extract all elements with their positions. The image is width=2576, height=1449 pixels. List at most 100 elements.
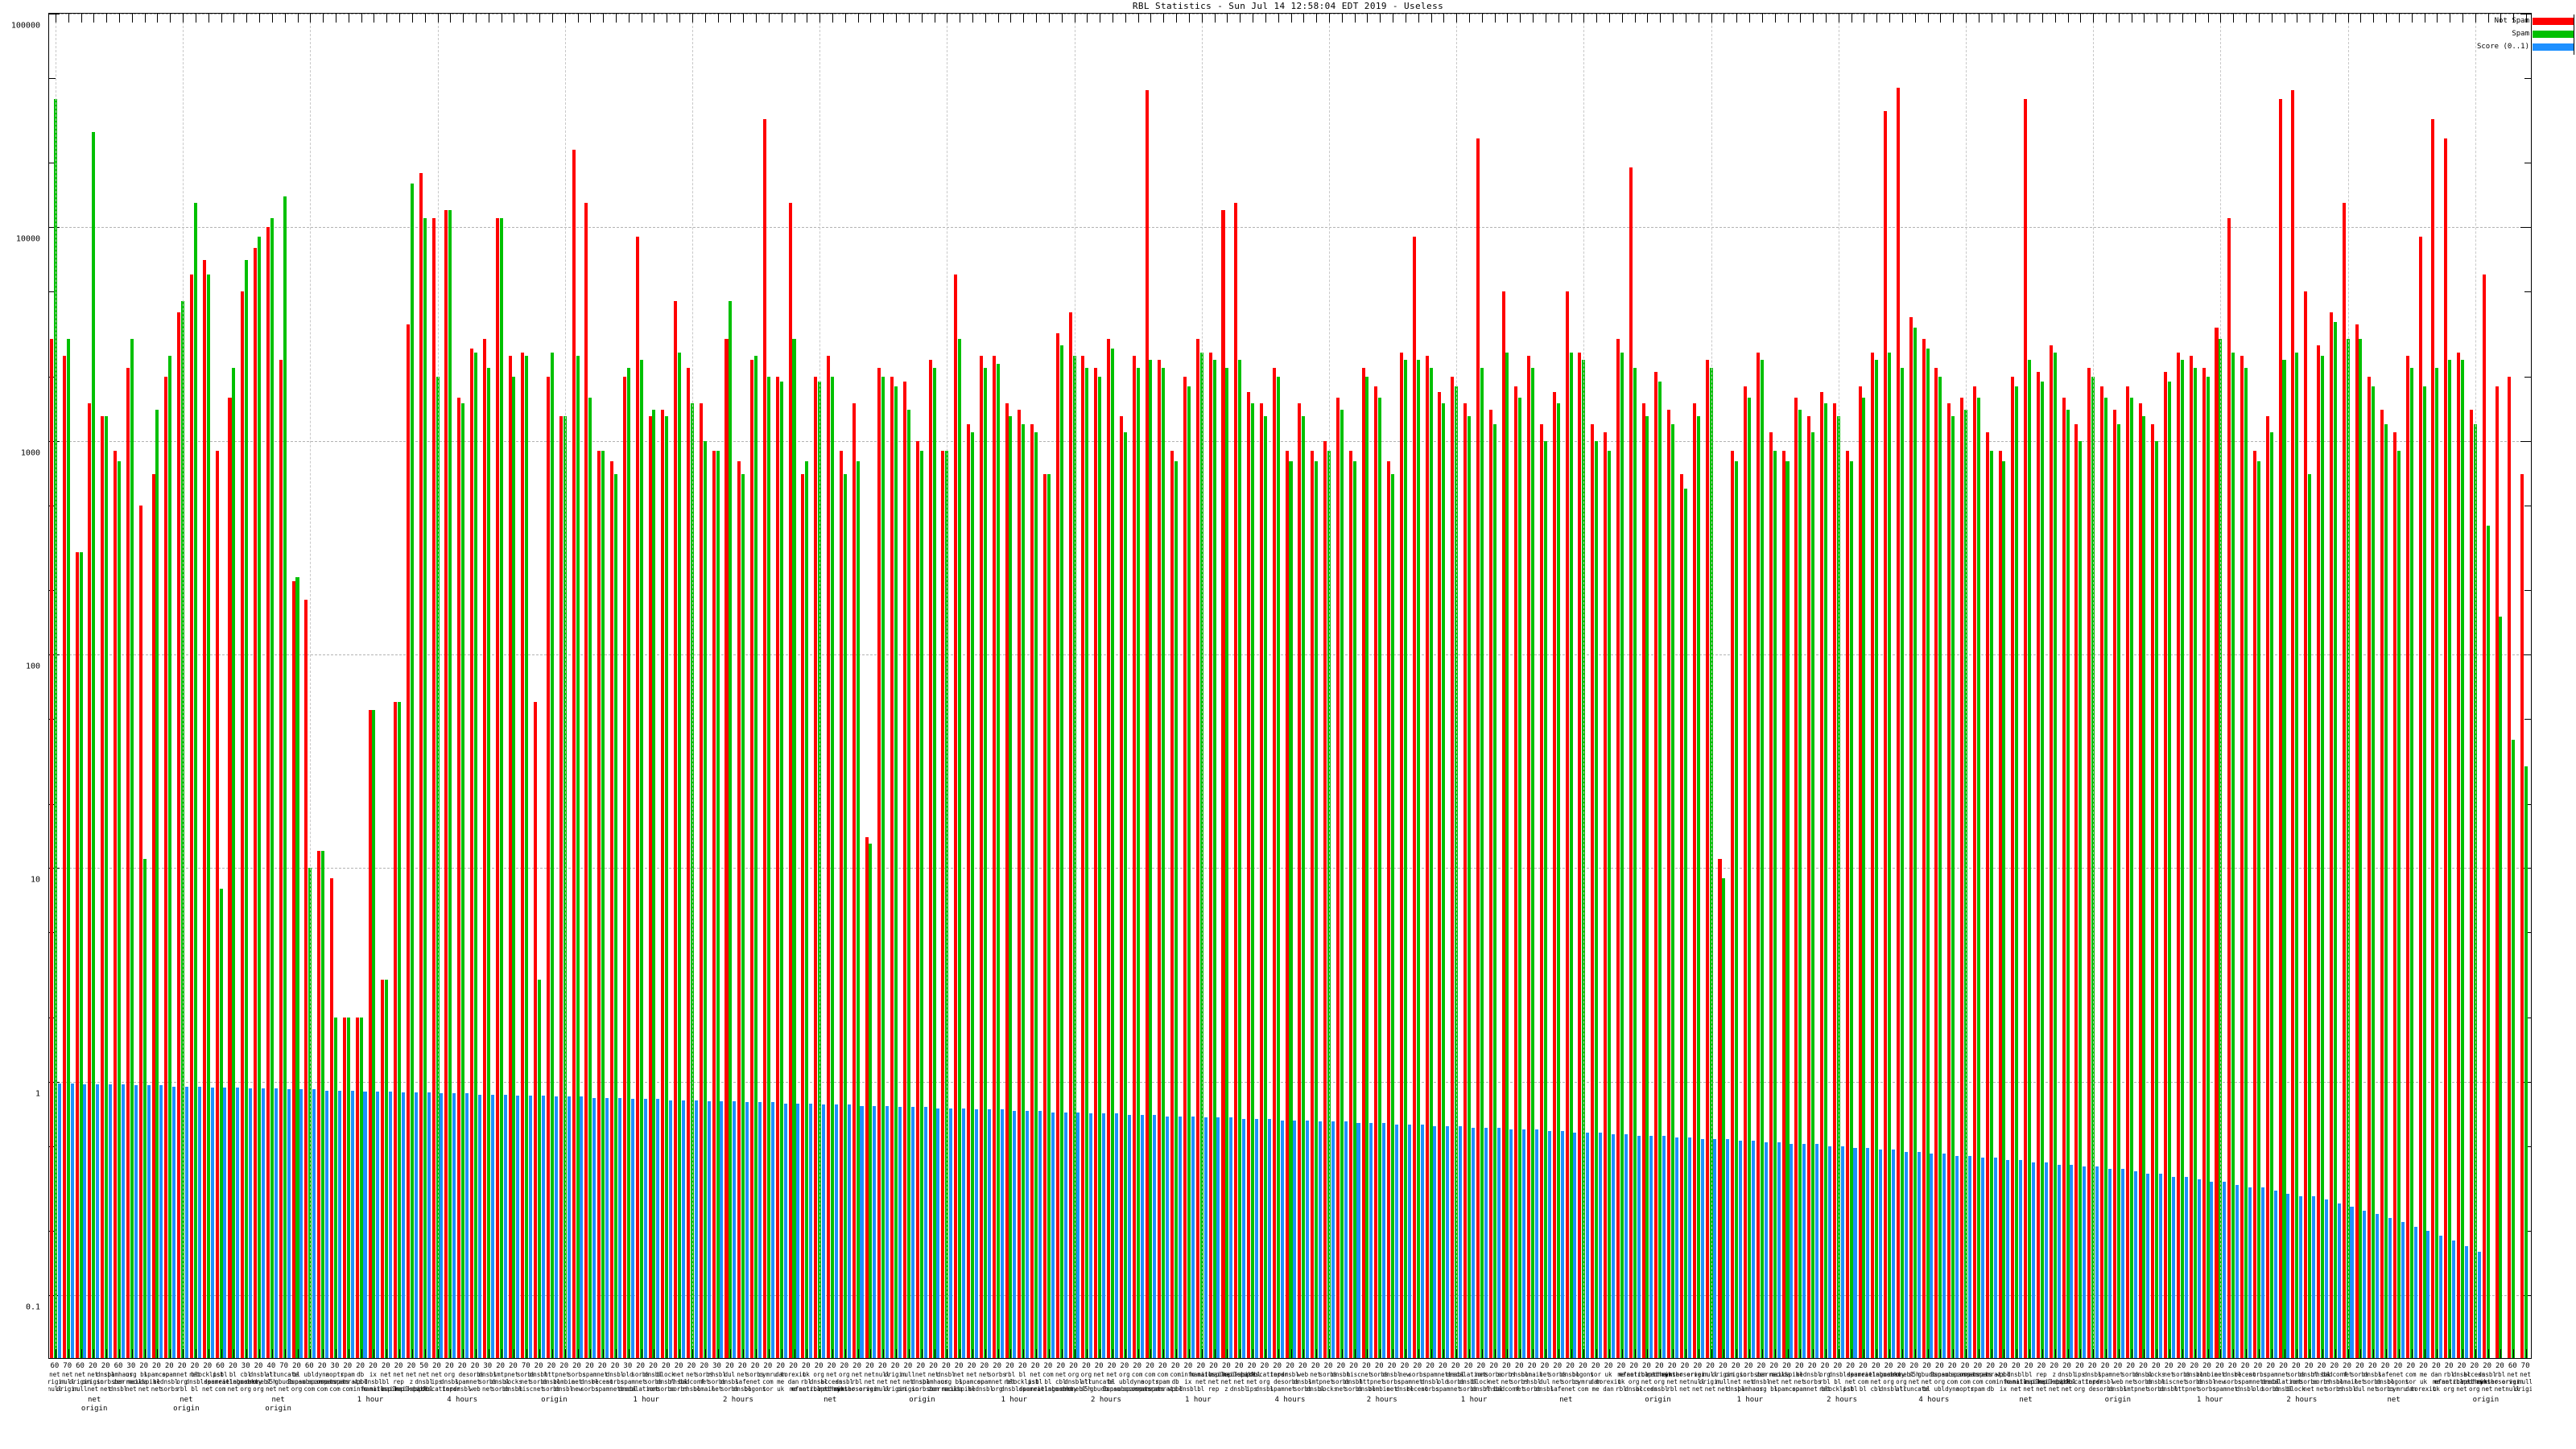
x-axis-host-label: net (864, 1371, 876, 1378)
x-axis-tick (2462, 14, 2463, 23)
x-axis-host-label: abuseat (1876, 1371, 1901, 1378)
x-axis-tick (450, 14, 452, 23)
x-axis-count-label: 30 (241, 1362, 250, 1370)
bar-score-0-1 (452, 1093, 456, 1358)
x-axis-tick (170, 1349, 171, 1358)
bar-not-spam (2202, 367, 2206, 1358)
x-axis-host-label: torexit (1596, 1378, 1621, 1385)
x-axis-host-label: net (507, 1371, 519, 1378)
x-axis-host-label: me (2432, 1378, 2440, 1385)
bar-spam (1926, 349, 1930, 1358)
x-axis-host-label: spamhaus (919, 1378, 948, 1385)
bar-score-0-1 (1000, 1109, 1004, 1358)
x-axis-host-label: sorbs (1294, 1385, 1312, 1393)
x-axis-tick (246, 1349, 248, 1358)
x-axis-host-label: net (482, 1385, 493, 1393)
x-axis-host-label: sorbs (708, 1378, 726, 1385)
x-axis-tick (208, 1349, 209, 1358)
x-axis-count-label: 20 (1170, 1362, 1180, 1370)
bar-spam (1595, 440, 1599, 1358)
x-axis-count-label: 20 (1005, 1362, 1014, 1370)
x-axis-host-label: net (227, 1385, 239, 1393)
x-axis-tick (2233, 1349, 2235, 1358)
bar-score-0-1 (2133, 1171, 2137, 1358)
bar-not-spam (2342, 203, 2346, 1358)
x-axis-host-label: uk (2420, 1378, 2428, 1385)
x-axis-host-label: spam (1155, 1378, 1170, 1385)
x-axis-host-label: 0spam (1930, 1371, 1949, 1378)
x-axis-tick (271, 1349, 273, 1358)
bar-spam (1225, 367, 1229, 1358)
bar-not-spam (75, 552, 79, 1358)
x-axis-tick (2487, 1349, 2489, 1358)
x-axis-host-label: net (2023, 1385, 2034, 1393)
bar-spam (601, 450, 605, 1358)
x-axis-tick (603, 14, 605, 23)
x-axis-tick (628, 14, 630, 23)
bar-spam (2142, 416, 2146, 1358)
bar-score-0-1 (1980, 1158, 1984, 1358)
chart-legend: Not Spam Spam Score (0..1) (2477, 14, 2574, 53)
x-axis-count-label: 20 (1183, 1362, 1193, 1370)
bar-score-0-1 (733, 1101, 737, 1358)
x-axis-host-label: net (1093, 1371, 1104, 1378)
bar-not-spam (521, 352, 525, 1358)
bar-spam (919, 450, 923, 1358)
x-axis-host-label: rbl (1004, 1371, 1016, 1378)
x-axis-host-label: access (820, 1378, 843, 1385)
chart-title: RBL Statistics - Sun Jul 14 12:58:04 EDT… (1132, 1, 1444, 11)
x-axis-count-label: 20 (1476, 1362, 1486, 1370)
bar-not-spam (291, 581, 295, 1358)
x-axis-tick (2118, 1349, 2120, 1358)
bar-score-0-1 (1254, 1118, 1258, 1358)
bar-not-spam (801, 473, 805, 1358)
bar-score-0-1 (2070, 1164, 2074, 1358)
x-axis-tick (2373, 1349, 2375, 1358)
x-axis-tick (691, 1349, 693, 1358)
x-axis-host-label: sorbs (1382, 1378, 1402, 1385)
bar-not-spam (1018, 409, 1022, 1358)
x-axis-host-label: org (1628, 1378, 1640, 1385)
x-axis-tick (1430, 14, 1432, 23)
x-axis-host-label: noptr (1955, 1385, 1975, 1393)
x-gridline (437, 14, 439, 1358)
bar-spam (843, 473, 847, 1358)
x-axis-host-label: org (126, 1371, 137, 1378)
x-axis-host-label: 0spam (1102, 1385, 1121, 1393)
x-axis-host-label: org (839, 1371, 850, 1378)
y-axis-minor-tick (49, 77, 56, 79)
x-axis-tick (1520, 1349, 1521, 1358)
x-axis-host-label: net (877, 1378, 889, 1385)
x-axis-host-label: dnsbl (2083, 1371, 2102, 1378)
bar-score-0-1 (2083, 1166, 2087, 1358)
x-axis-tick (323, 1349, 324, 1358)
x-axis-count-label: 20 (2037, 1362, 2046, 1370)
x-axis-tick (2526, 1349, 2528, 1358)
x-axis-count-label: 20 (1680, 1362, 1690, 1370)
x-axis-tick (972, 1349, 973, 1358)
x-axis-tick (539, 1349, 541, 1358)
bar-spam (333, 1017, 337, 1358)
x-axis-tick (2500, 14, 2502, 23)
x-axis-tick (1507, 14, 1509, 23)
x-axis-host-label: dan (1603, 1385, 1614, 1393)
bar-not-spam (1221, 210, 1225, 1358)
x-axis-host-label: bogons (744, 1385, 766, 1393)
x-axis-host-label: net (393, 1371, 404, 1378)
x-axis-tick (1787, 14, 1789, 23)
x-axis-host-label: spameatingmonkey (204, 1378, 262, 1385)
bar-score-0-1 (567, 1096, 571, 1358)
bar-not-spam (1501, 291, 1505, 1358)
bar-not-spam (254, 248, 258, 1358)
bar-spam (2002, 461, 2006, 1358)
x-axis-group-caption: 1 hour (633, 1396, 659, 1404)
bar-score-0-1 (1369, 1123, 1373, 1358)
legend-swatch (2533, 30, 2574, 38)
x-axis-count-label: 30 (330, 1362, 340, 1370)
bar-not-spam (1794, 397, 1798, 1358)
x-axis-count-label: 20 (1349, 1362, 1359, 1370)
x-axis-host-label: net (520, 1378, 532, 1385)
x-axis-group-caption: 2 hours (1366, 1396, 1397, 1404)
x-axis-count-label: 20 (1934, 1362, 1944, 1370)
bar-not-spam (1183, 376, 1187, 1358)
